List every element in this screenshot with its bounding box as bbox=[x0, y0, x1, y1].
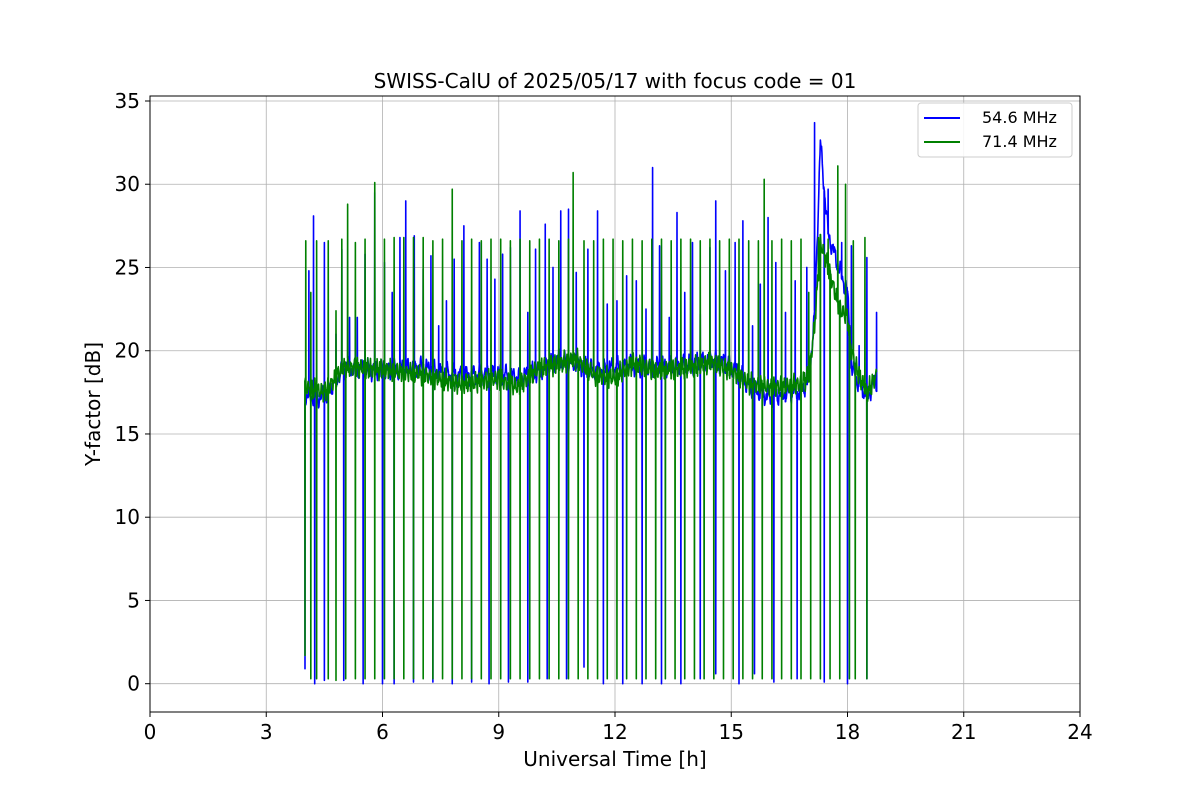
x-axis-title: Universal Time [h] bbox=[523, 747, 706, 771]
x-tick-label: 0 bbox=[144, 720, 157, 744]
axis-ticks: 0 3 6 9 12 15 18 21 24 0 5 10 15 20 25 30 35 bbox=[115, 89, 1093, 744]
series-1 bbox=[304, 165, 878, 682]
y-tick-label: 20 bbox=[115, 339, 140, 363]
y-tick-label: 15 bbox=[115, 422, 140, 446]
x-tick-label: 6 bbox=[376, 720, 389, 744]
x-tick-label: 12 bbox=[602, 720, 627, 744]
series-line bbox=[304, 165, 878, 682]
x-tick-label: 21 bbox=[951, 720, 976, 744]
y-tick-label: 5 bbox=[127, 588, 140, 612]
y-tick-label: 25 bbox=[115, 255, 140, 279]
y-tick-label: 30 bbox=[115, 172, 140, 196]
y-tick-label: 10 bbox=[115, 505, 140, 529]
y-axis-title: Y-factor [dB] bbox=[81, 342, 105, 467]
legend: 54.6 MHz 71.4 MHz bbox=[917, 102, 1073, 158]
legend-box bbox=[917, 102, 1073, 158]
x-tick-label: 24 bbox=[1067, 720, 1092, 744]
x-tick-label: 18 bbox=[835, 720, 860, 744]
y-tick-label: 35 bbox=[115, 89, 140, 113]
series-line bbox=[304, 121, 878, 685]
x-tick-label: 9 bbox=[492, 720, 505, 744]
legend-label: 71.4 MHz bbox=[982, 132, 1057, 151]
y-tick-label: 0 bbox=[127, 672, 140, 696]
series-layer bbox=[304, 121, 878, 685]
chart-title: SWISS-CalU of 2025/05/17 with focus code… bbox=[374, 69, 857, 93]
series-0 bbox=[304, 121, 878, 685]
legend-label: 54.6 MHz bbox=[982, 108, 1057, 127]
x-tick-label: 3 bbox=[260, 720, 273, 744]
x-tick-label: 15 bbox=[719, 720, 744, 744]
